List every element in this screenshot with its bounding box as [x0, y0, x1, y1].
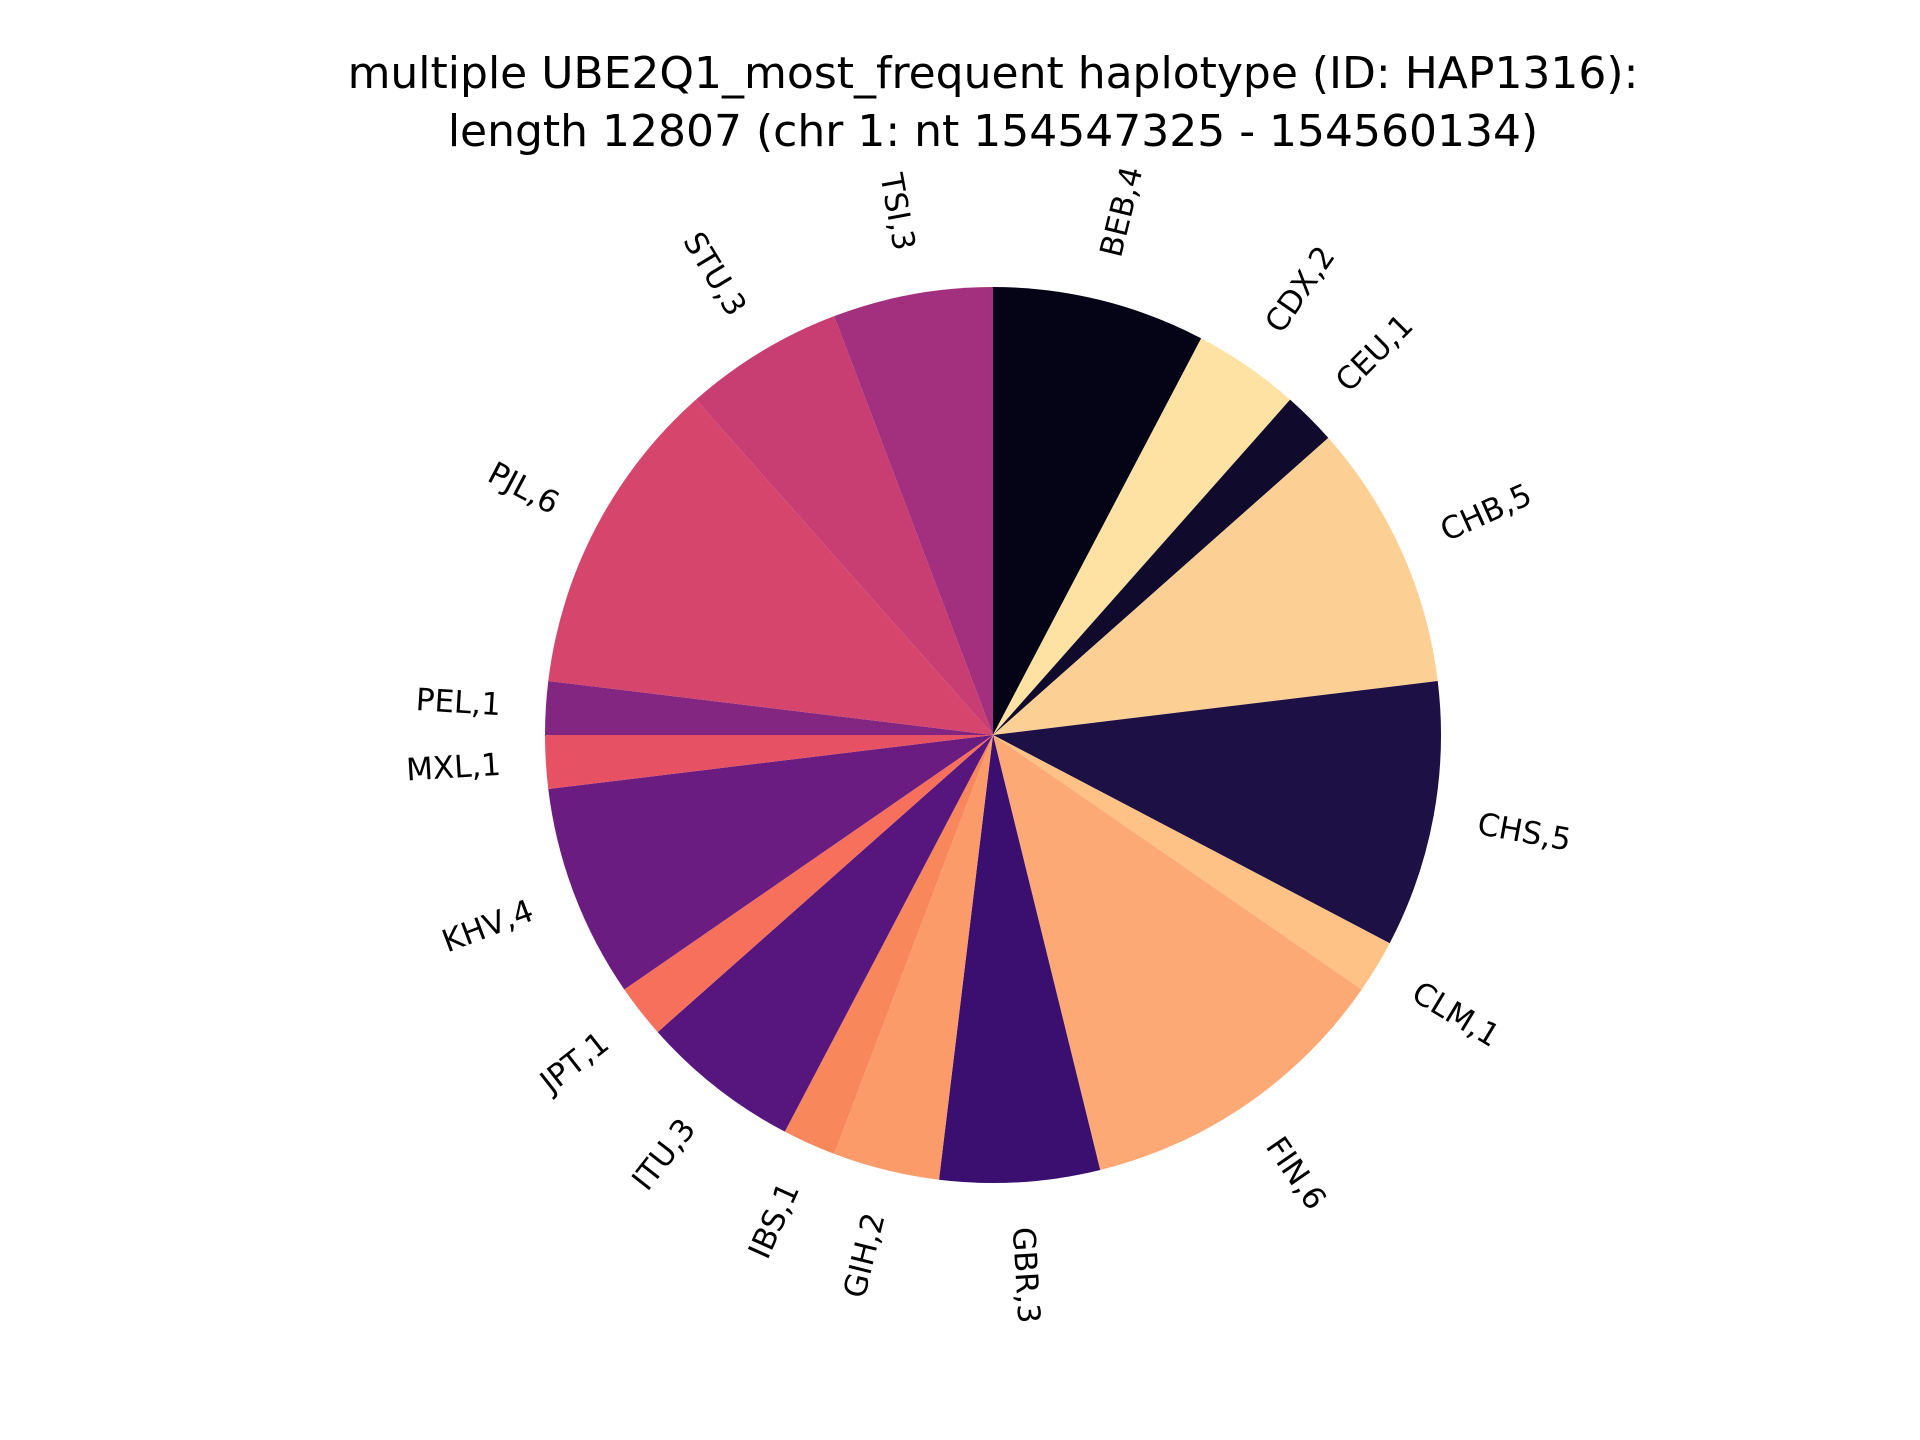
pie-slice-ceu: [993, 399, 1329, 735]
chart-title: multiple UBE2Q1_most_frequent haplotype …: [348, 48, 1639, 157]
pie-slice-beb: [993, 287, 1202, 735]
pie-label-gbr: GBR,3: [1005, 1226, 1047, 1324]
pie-slice-stu: [695, 316, 993, 735]
pie-slice-khv: [548, 735, 993, 990]
pie-label-pel: PEL,1: [415, 682, 502, 723]
pie-slice-mxl: [545, 735, 993, 789]
pie-slice-tsi: [834, 287, 993, 735]
pie-label-mxl: MXL,1: [405, 747, 502, 789]
pie-slice-pel: [545, 681, 993, 735]
pie-slice-chs: [993, 681, 1441, 944]
pie-slices: [545, 287, 1441, 1183]
pie-slice-cdx: [993, 338, 1291, 735]
pie-slice-ibs: [784, 735, 993, 1154]
pie-slice-pjl: [548, 399, 993, 735]
chart-title-line-1: multiple UBE2Q1_most_frequent haplotype …: [348, 48, 1639, 99]
pie-slice-jpt: [624, 735, 993, 1033]
pie-slice-gbr: [939, 735, 1101, 1183]
pie-slice-clm: [993, 735, 1390, 990]
pie-slice-fin: [993, 735, 1362, 1170]
chart-title-line-2: length 12807 (chr 1: nt 154547325 - 1545…: [448, 106, 1538, 157]
pie-slice-chb: [993, 437, 1438, 735]
pie-slice-gih: [834, 735, 993, 1180]
pie-slice-itu: [657, 735, 993, 1132]
